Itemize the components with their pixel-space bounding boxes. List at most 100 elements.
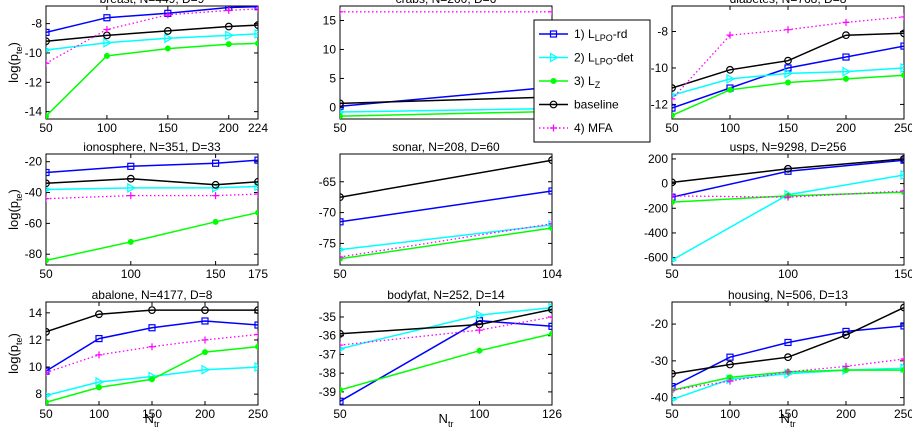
x-tick-label: 200 xyxy=(836,121,856,135)
data-point-mfa xyxy=(340,253,344,261)
data-point-lz xyxy=(340,387,343,394)
subplot: bodyfat, N=252, D=14 50 100 126 -39 -38 -37 -36… xyxy=(319,288,563,421)
legend-label: 2) LLPO-det xyxy=(574,51,634,67)
data-point-mfa xyxy=(726,377,734,385)
data-point-baseline xyxy=(842,31,850,40)
series-layer xyxy=(340,302,552,405)
series-line-lpo_rd xyxy=(340,86,552,108)
data-point-lz xyxy=(340,255,343,262)
data-point-mfa xyxy=(842,362,850,370)
series-line-lpo_det xyxy=(340,306,552,350)
data-point-lz xyxy=(255,209,258,216)
y-tick-label: -10 xyxy=(25,46,43,60)
data-point-lpo_det xyxy=(201,364,211,375)
data-point-lz xyxy=(46,257,49,264)
data-point-lpo_rd xyxy=(672,104,676,112)
data-point-baseline xyxy=(163,27,172,35)
data-point-baseline xyxy=(254,177,258,186)
legend-label: 4) MFA xyxy=(574,121,613,135)
x-tick-label: 100 xyxy=(97,121,117,135)
data-point-baseline xyxy=(254,21,258,29)
y-tick-label: 10 xyxy=(29,360,43,374)
data-point-mfa xyxy=(672,386,676,394)
data-point-baseline xyxy=(254,306,258,315)
series-layer xyxy=(46,156,258,264)
data-point-mfa xyxy=(784,26,792,34)
y-tick-label: 10 xyxy=(323,42,337,56)
data-point-mfa xyxy=(46,195,50,203)
subplot-title: ionosphere, N=351, D=33 xyxy=(83,140,221,154)
subplot-title: breast, N=449, D=9 xyxy=(100,0,205,6)
data-point-lpo_det xyxy=(340,246,346,253)
series-line-lpo_rd xyxy=(340,190,552,223)
x-tick-label: 200 xyxy=(195,407,215,421)
data-point-baseline xyxy=(340,99,344,108)
x-tick-label: 224 xyxy=(248,121,268,135)
subplot: crabs, N=200, D=650100051015 xyxy=(323,0,563,135)
x-tick-label: 50 xyxy=(333,267,347,281)
data-point-lpo_rd xyxy=(254,6,258,11)
data-point-lpo_rd xyxy=(103,14,111,22)
data-point-lpo_rd xyxy=(726,353,734,361)
series-layer xyxy=(672,13,904,119)
data-point-baseline xyxy=(672,178,676,187)
x-tick-label: 50 xyxy=(665,267,679,281)
data-point-baseline xyxy=(784,164,792,173)
series-layer xyxy=(340,156,552,262)
series-layer xyxy=(46,306,258,405)
data-point-mfa xyxy=(784,368,792,376)
data-point-lpo_rd xyxy=(672,193,676,201)
x-tick-label: 150 xyxy=(778,121,798,135)
y-tick-label: -20 xyxy=(651,317,669,331)
y-tick-label: 12 xyxy=(29,333,43,347)
data-point-lz xyxy=(255,343,258,350)
series-line-lz xyxy=(340,227,552,260)
subplot: diabetes, N=768, D=8 50 100 150 200 250 -12 -10… xyxy=(651,0,912,135)
y-axis-title: log(pte) xyxy=(6,333,24,374)
data-point-lz xyxy=(549,330,552,337)
subplot: sonar, N=208, D=60 50 104 -75 -70 -65 xyxy=(319,140,563,281)
data-point-mfa xyxy=(726,31,734,39)
data-point-lpo_det xyxy=(254,362,258,373)
series-line-lpo_det xyxy=(672,67,904,97)
data-point-mfa xyxy=(46,59,50,67)
series-line-baseline xyxy=(340,159,552,198)
subplot-title: crabs, N=200, D=6 xyxy=(396,0,497,6)
data-point-lpo_rd xyxy=(254,156,258,164)
data-point-baseline xyxy=(842,331,850,340)
data-point-lpo_det xyxy=(784,68,794,79)
series-line-lpo_rd xyxy=(46,320,258,372)
x-tick-label: 175 xyxy=(248,267,268,281)
y-tick-label: 8 xyxy=(35,387,42,401)
subplot: abalone, N=4177, D=8 50 100 150 200 250 8 10 12 1… xyxy=(29,288,269,421)
data-point-lpo_det xyxy=(900,62,904,74)
data-point-lz xyxy=(340,113,343,119)
y-tick-label: -8 xyxy=(31,17,42,31)
data-point-mfa xyxy=(842,18,850,26)
y-tick-label: -30 xyxy=(651,354,669,368)
data-point-lpo_rd xyxy=(900,322,904,330)
data-point-lz xyxy=(149,376,155,383)
legend-item-lpo_det: 2) LLPO-det xyxy=(539,51,634,67)
x-tick-label: 150 xyxy=(206,267,226,281)
legend-item-baseline: baseline xyxy=(539,98,619,112)
data-point-lz xyxy=(127,238,134,245)
x-tick-label: 250 xyxy=(248,407,268,421)
y-tick-label: -40 xyxy=(25,186,43,200)
data-point-baseline xyxy=(672,369,676,378)
series-line-lpo_rd xyxy=(672,45,904,109)
data-point-mfa xyxy=(127,192,135,200)
y-tick-label: -60 xyxy=(25,216,43,230)
data-point-lpo_det xyxy=(225,30,234,41)
data-point-lpo_rd xyxy=(127,162,135,170)
data-point-baseline xyxy=(211,180,220,189)
data-point-lpo_det xyxy=(254,181,258,192)
x-tick-label: 100 xyxy=(720,407,740,421)
data-point-lpo_rd xyxy=(46,28,50,37)
series-line-lz xyxy=(46,211,258,262)
data-point-mfa xyxy=(254,331,258,339)
x-tick-label: 150 xyxy=(158,121,178,135)
series-line-baseline xyxy=(672,306,904,375)
data-point-mfa xyxy=(672,192,676,200)
series-line-baseline xyxy=(46,309,258,333)
